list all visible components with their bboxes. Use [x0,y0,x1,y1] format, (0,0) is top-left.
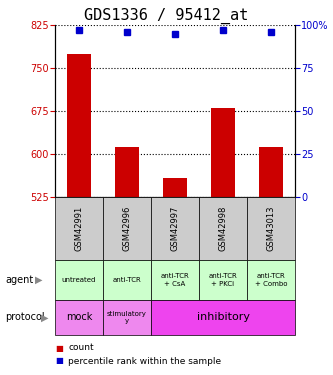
Bar [259,147,283,197]
Text: GSM42996: GSM42996 [123,206,132,251]
Text: protocol: protocol [5,312,45,322]
Text: mock: mock [66,312,92,322]
Bar [211,108,235,197]
Text: ■: ■ [55,344,63,352]
Text: stimulatory
y: stimulatory y [107,311,147,324]
Text: ▶: ▶ [35,275,43,285]
Text: count: count [68,344,94,352]
Text: ▶: ▶ [41,312,49,322]
Bar [115,147,139,197]
Text: anti-TCR
+ PKCi: anti-TCR + PKCi [209,273,237,286]
Text: percentile rank within the sample: percentile rank within the sample [68,357,221,366]
Text: untreated: untreated [62,277,96,283]
Text: inhibitory: inhibitory [196,312,249,322]
Bar [67,54,91,197]
Text: GSM43013: GSM43013 [266,206,275,251]
Text: ■: ■ [55,357,63,366]
Text: anti-TCR
+ CsA: anti-TCR + CsA [161,273,189,286]
Text: anti-TCR
+ Combo: anti-TCR + Combo [255,273,287,286]
Text: GSM42991: GSM42991 [75,206,84,251]
Text: GSM42998: GSM42998 [218,206,227,251]
Bar [163,178,187,197]
Text: anti-TCR: anti-TCR [113,277,142,283]
Text: GDS1336 / 95412_at: GDS1336 / 95412_at [84,8,249,24]
Text: GSM42997: GSM42997 [170,206,179,251]
Text: agent: agent [5,275,33,285]
